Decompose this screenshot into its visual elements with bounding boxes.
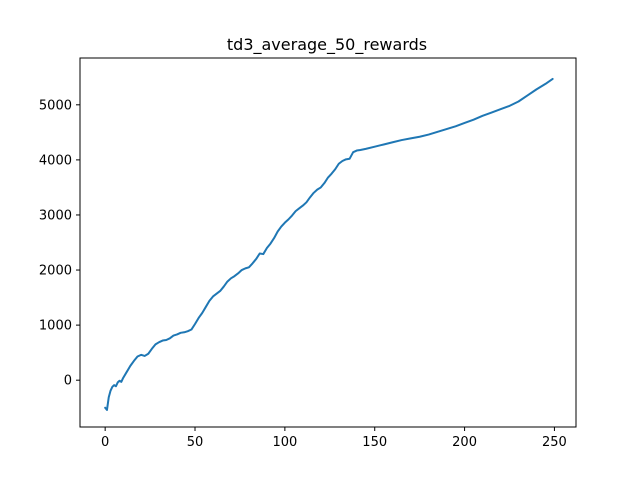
series-line-0 [104, 77, 554, 411]
y-tick-label: 5000 [39, 98, 72, 113]
axes: 0 50 100 150 200 250 0 1000 2000 3000 4000 5000 [39, 57, 577, 450]
y-tick-label: 4000 [39, 153, 72, 168]
plot-area [104, 77, 554, 411]
x-tick-label: 100 [272, 435, 297, 450]
plot-frame [79, 57, 577, 428]
x-tick-label: 250 [542, 435, 567, 450]
y-tick-label: 3000 [39, 208, 72, 223]
y-tick-label: 1000 [39, 319, 72, 334]
chart-title: td3_average_50_rewards [227, 35, 427, 55]
x-tick-label: 150 [362, 435, 387, 450]
x-tick-label: 200 [452, 435, 477, 450]
y-tick-label: 2000 [39, 264, 72, 279]
y-tick-label: 0 [64, 374, 72, 389]
x-tick-label: 0 [101, 435, 109, 450]
x-tick-label: 50 [187, 435, 204, 450]
